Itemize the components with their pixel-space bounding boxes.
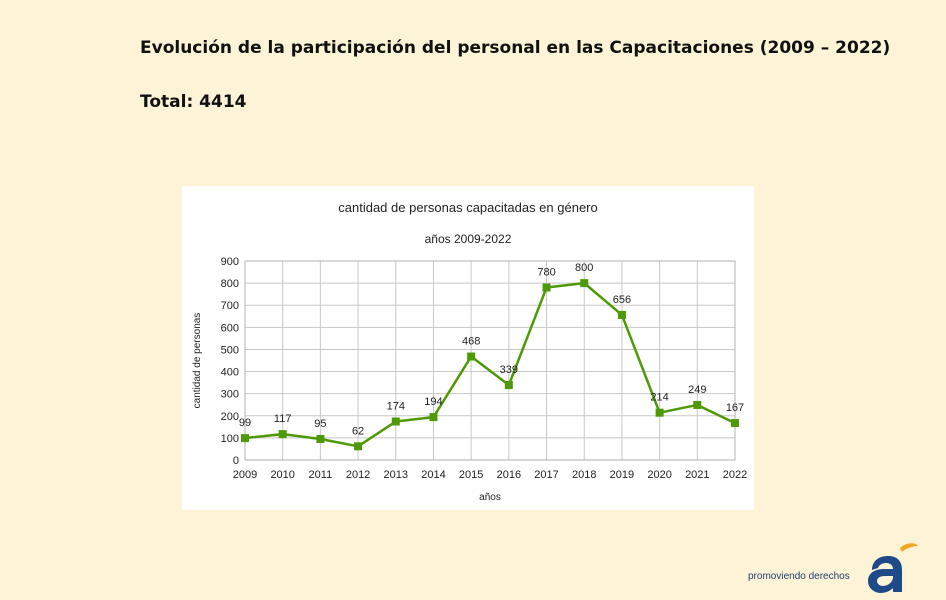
data-point [580,279,589,288]
data-label: 95 [314,418,326,430]
data-point [354,442,363,451]
x-tick-label: 2009 [233,469,257,481]
y-tick-label: 400 [221,367,239,379]
y-tick-label: 900 [221,256,239,268]
total-count: Total: 4414 [140,92,247,112]
data-label: 339 [500,364,518,376]
data-label: 167 [726,402,744,414]
chart-panel: cantidad de personas capacitadas en géne… [182,186,754,510]
data-point [391,417,400,426]
x-axis-title: años [479,492,501,503]
data-label: 99 [239,417,251,429]
line-chart: 0 100 200 300 400 500 600 700 800 900 2009 2010 2011… [192,256,747,503]
data-label: 468 [462,336,480,348]
x-tick-label: 2014 [421,469,445,481]
y-tick-label: 300 [221,389,239,401]
data-point [542,283,551,292]
data-point [241,434,249,443]
x-tick-label: 2013 [384,469,408,481]
x-tick-label: 2015 [459,469,483,481]
chart-title: cantidad de personas capacitadas en géne… [338,200,598,215]
series-line [244,281,736,448]
x-tick-label: 2017 [534,469,558,481]
data-point [278,430,287,439]
data-label: 249 [688,384,706,396]
data-point [693,400,702,409]
y-tick-label: 100 [221,433,239,445]
data-point [617,310,626,319]
data-label: 174 [387,401,405,413]
data-point [655,408,664,417]
data-point [429,413,438,422]
data-label: 194 [424,396,442,408]
data-point [316,434,325,443]
data-point [467,352,476,361]
x-tick-label: 2022 [723,469,747,481]
data-label: 780 [537,267,555,279]
y-tick-label: 0 [233,455,239,467]
x-tick-label: 2012 [346,469,370,481]
x-tick-label: 2020 [647,469,671,481]
x-tick-label: 2016 [497,469,521,481]
plot-area [244,260,736,461]
y-tick-label: 600 [221,322,239,334]
data-point [731,419,739,428]
y-axis-title: cantidad de personas [192,313,203,409]
data-label: 656 [613,294,631,306]
footer-brand-text: promoviendo derechos [748,571,850,582]
chart-subtitle: años 2009-2022 [424,232,512,246]
slide-title: Evolución de la participación del person… [140,38,891,58]
brand-logo-icon [868,543,918,593]
data-label: 62 [352,425,364,437]
x-tick-label: 2010 [270,469,294,481]
data-point [504,381,513,390]
x-tick-label: 2011 [309,469,333,481]
y-tick-label: 700 [221,300,239,312]
x-tick-label: 2019 [610,469,634,481]
y-tick-label: 800 [221,278,239,290]
x-tick-label: 2021 [685,469,709,481]
y-tick-label: 500 [221,344,239,356]
y-tick-label: 200 [221,411,239,423]
x-tick-label: 2018 [572,469,596,481]
data-label: 117 [274,413,292,425]
data-label: 800 [575,262,593,274]
data-label: 214 [650,392,668,404]
